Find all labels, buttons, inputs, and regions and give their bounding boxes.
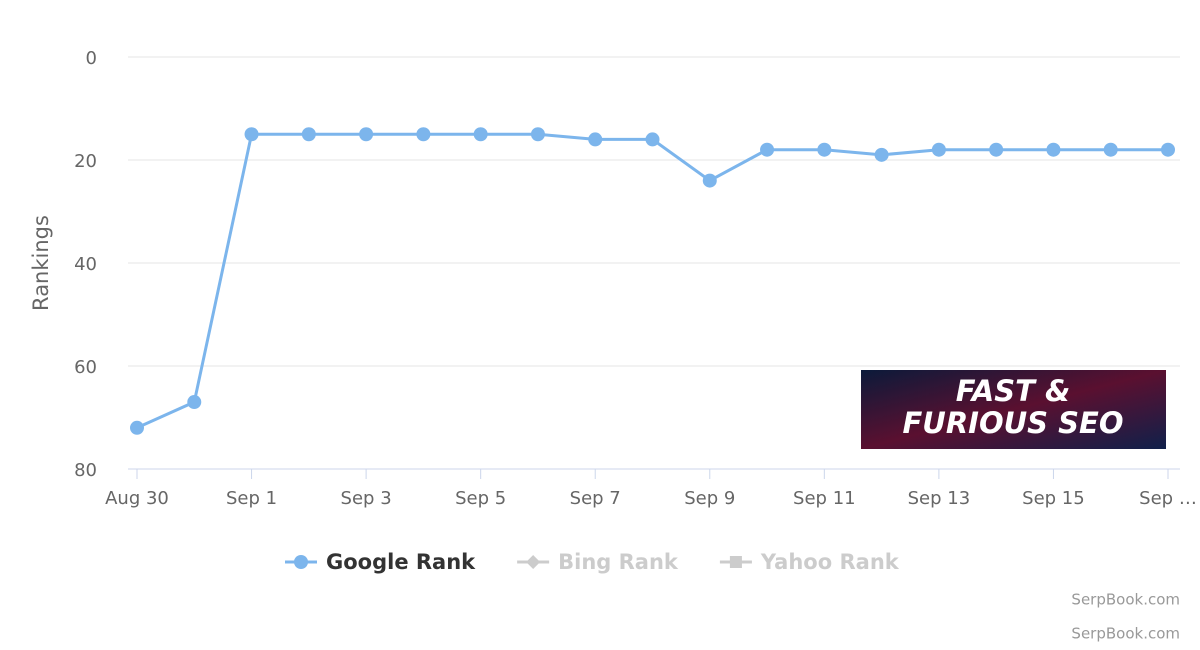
point — [301, 127, 316, 142]
legend-item[interactable]: Yahoo Rank — [719, 550, 900, 574]
y-tick-label: 40 — [74, 254, 97, 275]
x-tick-label: Sep 9 — [684, 488, 735, 509]
legend-item[interactable]: Google Rank — [285, 550, 476, 574]
point — [1046, 142, 1061, 157]
y-axis-title: Rankings — [29, 215, 53, 311]
x-tick-label: Sep 11 — [793, 488, 856, 509]
legend-symbol — [729, 556, 742, 568]
point — [1103, 142, 1118, 157]
point — [1161, 142, 1175, 157]
x-tick-label: Aug 30 — [105, 488, 169, 509]
x-tick-label: Sep 5 — [455, 488, 506, 509]
legend-symbol — [526, 555, 541, 569]
point — [359, 127, 374, 142]
watermark-text: FURIOUS SEO — [902, 406, 1123, 440]
point — [645, 132, 660, 147]
x-tick-label: Sep 7 — [570, 488, 621, 509]
point — [473, 127, 488, 142]
legend-symbol — [294, 555, 308, 569]
x-tick-label: Sep 15 — [1022, 488, 1085, 509]
legend-item[interactable]: Bing Rank — [517, 550, 679, 574]
watermark-text: FAST & — [956, 374, 1071, 408]
y-tick-label: 20 — [74, 151, 97, 172]
legend-label[interactable]: Bing Rank — [558, 550, 679, 574]
y-tick-label: 0 — [86, 48, 97, 69]
x-tick-label: Sep 13 — [908, 488, 971, 509]
watermark: FAST & FURIOUS SEO — [861, 370, 1166, 449]
y-tick-label: 60 — [74, 357, 97, 378]
point — [530, 127, 545, 142]
legend: Google Rank Bing Rank Yahoo Rank — [285, 550, 900, 574]
point — [931, 142, 946, 157]
credit: SerpBook.com — [1071, 625, 1180, 643]
point — [588, 132, 603, 147]
legend-label[interactable]: Google Rank — [326, 550, 476, 574]
point — [760, 142, 775, 157]
point — [989, 142, 1004, 157]
point — [244, 127, 259, 142]
x-tick-label: Sep … — [1139, 488, 1197, 509]
point — [817, 142, 832, 157]
y-tick-label: 80 — [74, 460, 97, 481]
watermark-background — [861, 370, 1166, 449]
point — [874, 147, 889, 162]
point — [187, 395, 202, 410]
credit: SerpBook.com — [1071, 591, 1180, 609]
x-tick-label: Sep 1 — [226, 488, 277, 509]
legend-label[interactable]: Yahoo Rank — [760, 550, 900, 574]
point — [130, 420, 144, 435]
x-tick-label: Sep 3 — [341, 488, 392, 509]
point — [416, 127, 431, 142]
point — [702, 173, 717, 188]
